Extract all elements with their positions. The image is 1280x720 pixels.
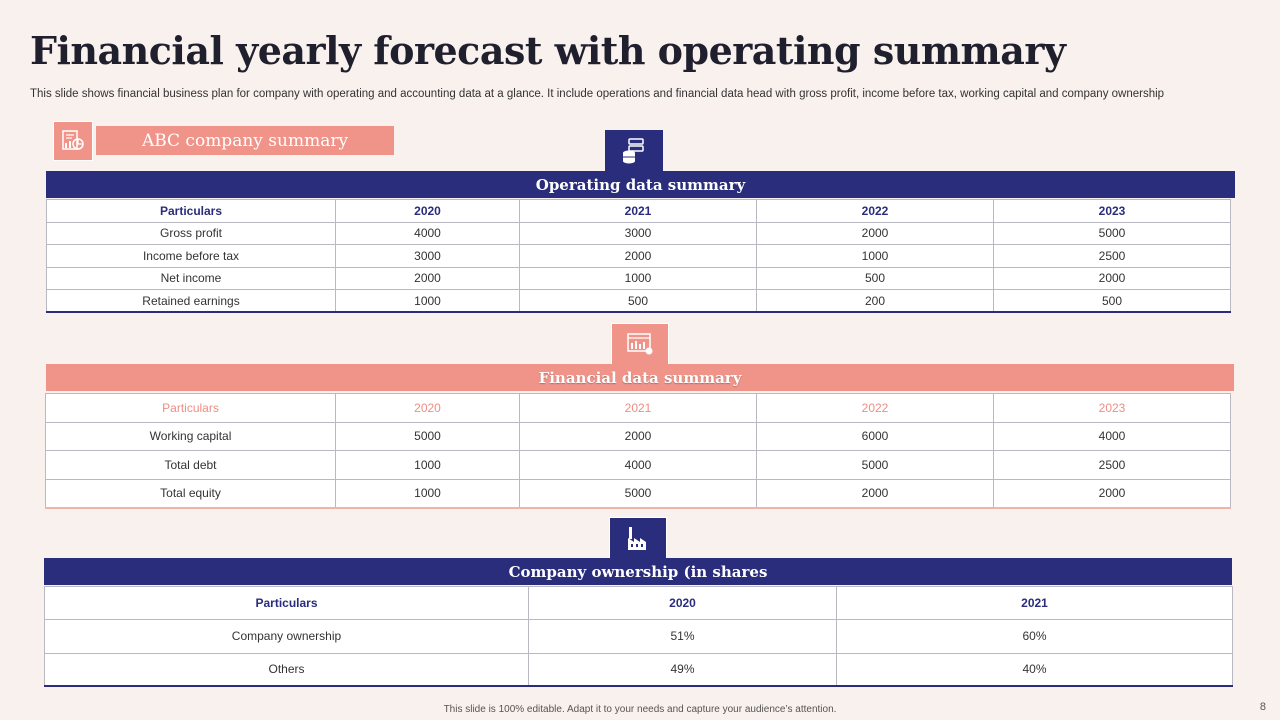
- table-cell: 2500: [993, 450, 1231, 480]
- table-row: Total equity 1000 5000 2000 2000: [45, 478, 1231, 508]
- table-cell: 2000: [993, 478, 1231, 508]
- table-cell: 4000: [993, 421, 1231, 451]
- financial-data-table: Particulars 2020 2021 2022 2023 Working …: [45, 393, 1231, 509]
- operating-data-table: Particulars 2020 2021 2022 2023 Gross pr…: [46, 199, 1231, 313]
- table-cell: 6000: [756, 421, 994, 451]
- table-cell: 500: [993, 289, 1231, 313]
- table-row: Retained earnings 1000 500 200 500: [46, 289, 1231, 313]
- table-cell: 4000: [519, 450, 757, 480]
- table-row: Gross profit 4000 3000 2000 5000: [46, 221, 1231, 245]
- table-cell: 40%: [836, 652, 1233, 687]
- table-cell: 3000: [335, 244, 520, 268]
- column-header: 2023: [993, 199, 1231, 223]
- table-cell: 1000: [335, 478, 520, 508]
- document-chart-icon: [53, 121, 93, 161]
- page-title: Financial yearly forecast with operating…: [30, 28, 1066, 73]
- page-number: 8: [1259, 701, 1266, 713]
- financial-data-heading: Financial data summary: [46, 364, 1234, 391]
- column-header: 2022: [756, 393, 994, 423]
- table-cell: 49%: [528, 652, 837, 687]
- table-cell: 200: [756, 289, 994, 313]
- table-cell: Net income: [46, 266, 336, 290]
- table-cell: Total debt: [45, 450, 336, 480]
- factory-icon: [609, 517, 667, 559]
- table-header-row: Particulars 2020 2021 2022 2023: [46, 199, 1231, 223]
- table-cell: 2000: [756, 478, 994, 508]
- column-header: 2022: [756, 199, 994, 223]
- table-cell: 2000: [335, 266, 520, 290]
- table-cell: 500: [756, 266, 994, 290]
- database-icon: [605, 130, 663, 172]
- table-row: Income before tax 3000 2000 1000 2500: [46, 244, 1231, 268]
- column-header: Particulars: [45, 393, 336, 423]
- table-cell: 2000: [993, 266, 1231, 290]
- table-cell: Total equity: [45, 478, 336, 508]
- abc-company-summary-label: ABC company summary: [96, 126, 394, 155]
- table-cell: 1000: [519, 266, 757, 290]
- table-cell: Working capital: [45, 421, 336, 451]
- table-cell: 500: [519, 289, 757, 313]
- column-header: 2021: [836, 585, 1233, 621]
- table-cell: 2500: [993, 244, 1231, 268]
- table-cell: 1000: [335, 450, 520, 480]
- column-header: 2020: [335, 393, 520, 423]
- table-cell: 4000: [335, 221, 520, 245]
- column-header: 2020: [335, 199, 520, 223]
- table-cell: 2000: [519, 244, 757, 268]
- column-header: Particulars: [44, 585, 529, 621]
- column-header: 2021: [519, 199, 757, 223]
- bar-chart-report-icon: [611, 323, 669, 365]
- table-cell: 5000: [519, 478, 757, 508]
- column-header: Particulars: [46, 199, 336, 223]
- table-cell: 1000: [335, 289, 520, 313]
- table-cell: Gross profit: [46, 221, 336, 245]
- page-subtitle: This slide shows financial business plan…: [30, 88, 1165, 100]
- column-header: 2020: [528, 585, 837, 621]
- company-ownership-table: Particulars 2020 2021 Company ownership …: [44, 585, 1233, 688]
- column-header: 2021: [519, 393, 757, 423]
- table-cell: 60%: [836, 619, 1233, 654]
- table-cell: Others: [44, 652, 529, 687]
- table-header-row: Particulars 2020 2021 2022 2023: [45, 393, 1231, 423]
- footer-note: This slide is 100% editable. Adapt it to…: [443, 704, 837, 715]
- table-cell: 1000: [756, 244, 994, 268]
- table-cell: Income before tax: [46, 244, 336, 268]
- column-header: 2023: [993, 393, 1231, 423]
- table-cell: 2000: [756, 221, 994, 245]
- table-row: Total debt 1000 4000 5000 2500: [45, 450, 1231, 480]
- table-cell: Retained earnings: [46, 289, 336, 313]
- table-header-row: Particulars 2020 2021: [44, 585, 1233, 621]
- table-row: Net income 2000 1000 500 2000: [46, 266, 1231, 290]
- table-cell: 2000: [519, 421, 757, 451]
- table-cell: 51%: [528, 619, 837, 654]
- table-cell: Company ownership: [44, 619, 529, 654]
- company-ownership-heading: Company ownership (in shares: [44, 558, 1232, 585]
- operating-data-heading: Operating data summary: [46, 171, 1235, 198]
- table-row: Company ownership 51% 60%: [44, 619, 1233, 654]
- table-cell: 5000: [335, 421, 520, 451]
- table-cell: 5000: [756, 450, 994, 480]
- table-row: Others 49% 40%: [44, 652, 1233, 687]
- table-row: Working capital 5000 2000 6000 4000: [45, 421, 1231, 451]
- table-cell: 3000: [519, 221, 757, 245]
- table-cell: 5000: [993, 221, 1231, 245]
